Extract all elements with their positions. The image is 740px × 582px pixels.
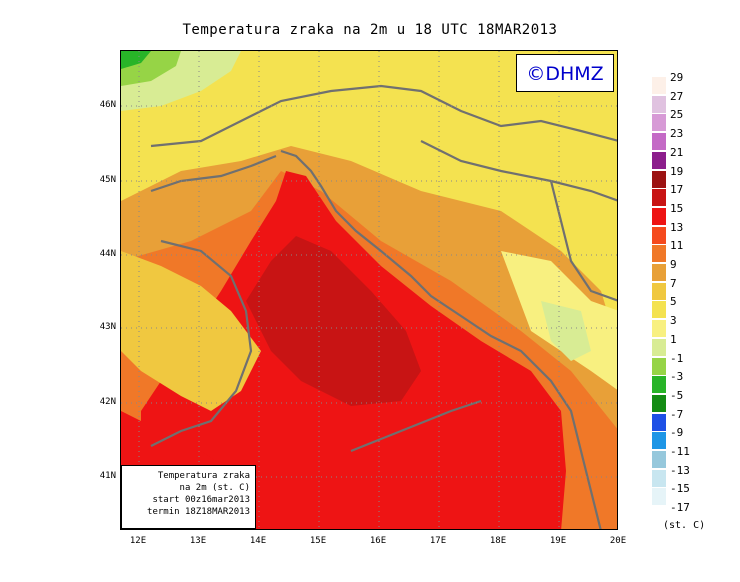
- lon-label-17e: 17E: [429, 536, 447, 546]
- info-box: Temperatura zraka na 2m (st. C) start 00…: [121, 465, 256, 529]
- legend-label: 23: [670, 127, 684, 141]
- legend-label: -11: [670, 445, 690, 458]
- info-line: start 00z16mar2013: [152, 495, 250, 505]
- lon-label-20e: 20E: [609, 536, 627, 546]
- legend-label: -13: [670, 463, 690, 477]
- legend-swatch: [652, 189, 666, 207]
- legend-swatch: [652, 451, 666, 468]
- legend-swatch: [652, 469, 666, 487]
- legend-swatch: [652, 264, 666, 281]
- lon-label-13e: 13E: [189, 536, 207, 546]
- lat-label-46n: 46N: [99, 100, 116, 110]
- legend-label: 1: [670, 332, 677, 346]
- legend-label: 13: [670, 220, 684, 234]
- lat-label-44n: 44N: [99, 249, 116, 259]
- legend-swatch: [652, 114, 666, 132]
- legend-label: -9: [670, 426, 684, 440]
- legend-swatch: [652, 133, 666, 151]
- legend-swatch: [652, 282, 666, 300]
- lon-label-15e: 15E: [309, 536, 327, 546]
- legend-unit: (st. C): [663, 520, 706, 531]
- legend-swatch: [652, 432, 666, 450]
- legend-label: 9: [670, 258, 677, 271]
- legend-label: 17: [670, 183, 684, 197]
- legend-label: 27: [670, 89, 684, 103]
- legend-label: -17: [670, 501, 690, 515]
- copyright-badge: ©DHMZ: [516, 54, 614, 92]
- legend-label: 5: [670, 295, 677, 309]
- legend-swatch: [652, 301, 666, 319]
- legend-swatch: [652, 207, 666, 225]
- legend-swatch: [652, 151, 666, 169]
- legend-label: 21: [670, 145, 684, 159]
- legend-label: 11: [670, 239, 684, 253]
- map-title: Temperatura zraka na 2m u 18 UTC 18MAR20…: [182, 22, 558, 38]
- lon-label-19e: 19E: [549, 536, 567, 546]
- legend-label: 19: [670, 164, 684, 178]
- legend-label: -15: [670, 482, 690, 496]
- lon-label-14e: 14E: [249, 536, 267, 546]
- legend-label: 29: [670, 71, 684, 84]
- legend-swatch: [652, 376, 666, 394]
- legend-swatch: [652, 226, 666, 244]
- lat-label-43n: 43N: [99, 322, 116, 332]
- legend-label: 7: [670, 276, 677, 290]
- legend-label: -3: [670, 370, 684, 384]
- lat-label-41n: 41N: [99, 471, 116, 481]
- legend-swatch: [652, 77, 666, 94]
- legend-swatch: [652, 95, 666, 113]
- legend-swatch: [652, 394, 666, 412]
- info-line: termin 18Z18MAR2013: [147, 507, 250, 517]
- lon-label-16e: 16E: [369, 536, 387, 546]
- legend-label: -7: [670, 407, 684, 421]
- legend-swatch: [652, 357, 666, 375]
- lon-label-12e: 12E: [129, 536, 147, 546]
- lat-label-42n: 42N: [99, 397, 116, 407]
- info-line: na 2m (st. C): [179, 483, 250, 493]
- legend-swatch: [652, 170, 666, 188]
- legend-swatch: [652, 338, 666, 356]
- legend-swatch: [652, 488, 666, 506]
- temperature-field-map: [121, 51, 617, 529]
- legend-swatch: [652, 245, 666, 263]
- legend-swatch: [652, 413, 666, 431]
- legend-label: -1: [670, 351, 684, 365]
- legend-label: 3: [670, 314, 677, 328]
- legend-label: 25: [670, 108, 684, 122]
- legend-label: -5: [670, 388, 684, 402]
- legend-label: 15: [670, 201, 684, 215]
- map-frame: ©DHMZ Temperatura zraka na 2m (st. C) st…: [120, 50, 618, 530]
- info-line: Temperatura zraka: [157, 471, 250, 481]
- lat-label-45n: 45N: [99, 175, 116, 185]
- lon-label-18e: 18E: [489, 536, 507, 546]
- legend-swatch: [652, 320, 666, 338]
